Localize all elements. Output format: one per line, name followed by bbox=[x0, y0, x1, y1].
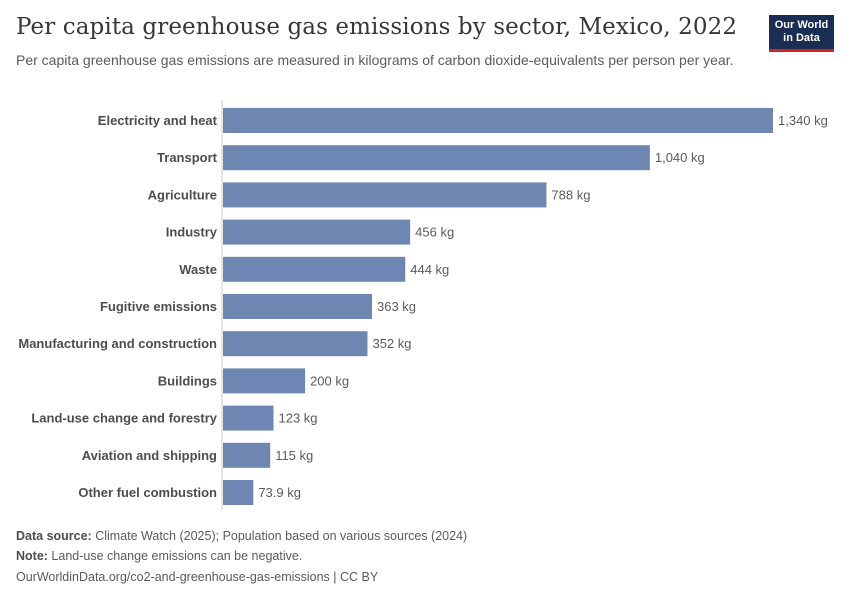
bar[interactable] bbox=[223, 442, 271, 468]
bar[interactable] bbox=[223, 219, 411, 245]
category-label: Land-use change and forestry bbox=[31, 411, 217, 426]
data-source: Data source: Climate Watch (2025); Popul… bbox=[16, 529, 467, 543]
category-label: Manufacturing and construction bbox=[18, 336, 217, 351]
category-label: Industry bbox=[166, 225, 218, 240]
note-label: Note: bbox=[16, 549, 48, 563]
category-label: Transport bbox=[157, 150, 218, 165]
value-label: 115 kg bbox=[275, 448, 313, 463]
logo-line-2: in Data bbox=[783, 32, 820, 44]
category-label: Agriculture bbox=[148, 187, 217, 202]
bar[interactable] bbox=[223, 182, 547, 208]
value-label: 363 kg bbox=[377, 299, 416, 314]
chart-subtitle: Per capita greenhouse gas emissions are … bbox=[16, 52, 734, 68]
owid-logo[interactable]: Our World in Data bbox=[769, 15, 834, 52]
bar[interactable] bbox=[223, 256, 406, 282]
bar[interactable] bbox=[223, 108, 773, 133]
bar[interactable] bbox=[223, 480, 254, 505]
data-source-label: Data source: bbox=[16, 529, 92, 543]
value-label: 123 kg bbox=[278, 411, 317, 426]
value-label: 1,340 kg bbox=[778, 113, 828, 128]
data-source-text: Climate Watch (2025); Population based o… bbox=[91, 529, 468, 543]
value-label: 788 kg bbox=[551, 187, 590, 202]
category-label: Other fuel combustion bbox=[78, 485, 217, 500]
value-label: 73.9 kg bbox=[258, 485, 301, 500]
chart-title: Per capita greenhouse gas emissions by s… bbox=[16, 14, 738, 40]
bar[interactable] bbox=[223, 405, 274, 431]
category-label: Aviation and shipping bbox=[82, 448, 217, 463]
bar-chart: Electricity and heat 1,340 kg Transport 1,0… bbox=[18, 100, 828, 510]
value-label: 444 kg bbox=[410, 262, 449, 277]
logo-line-1: Our World bbox=[774, 19, 829, 31]
value-label: 200 kg bbox=[310, 373, 349, 388]
category-label: Waste bbox=[179, 262, 217, 277]
bar[interactable] bbox=[223, 331, 368, 357]
note: Note: Land-use change emissions can be n… bbox=[16, 549, 302, 563]
note-text: Land-use change emissions can be negativ… bbox=[47, 549, 303, 563]
value-label: 352 kg bbox=[372, 336, 411, 351]
category-label: Buildings bbox=[158, 373, 217, 388]
value-label: 1,040 kg bbox=[655, 150, 705, 165]
bar[interactable] bbox=[223, 294, 372, 319]
source-url[interactable]: OurWorldinData.org/co2-and-greenhouse-ga… bbox=[16, 570, 379, 584]
category-label: Fugitive emissions bbox=[100, 299, 217, 314]
value-label: 456 kg bbox=[415, 225, 454, 240]
category-label: Electricity and heat bbox=[98, 113, 218, 128]
bar[interactable] bbox=[223, 145, 650, 171]
bar[interactable] bbox=[223, 368, 306, 394]
